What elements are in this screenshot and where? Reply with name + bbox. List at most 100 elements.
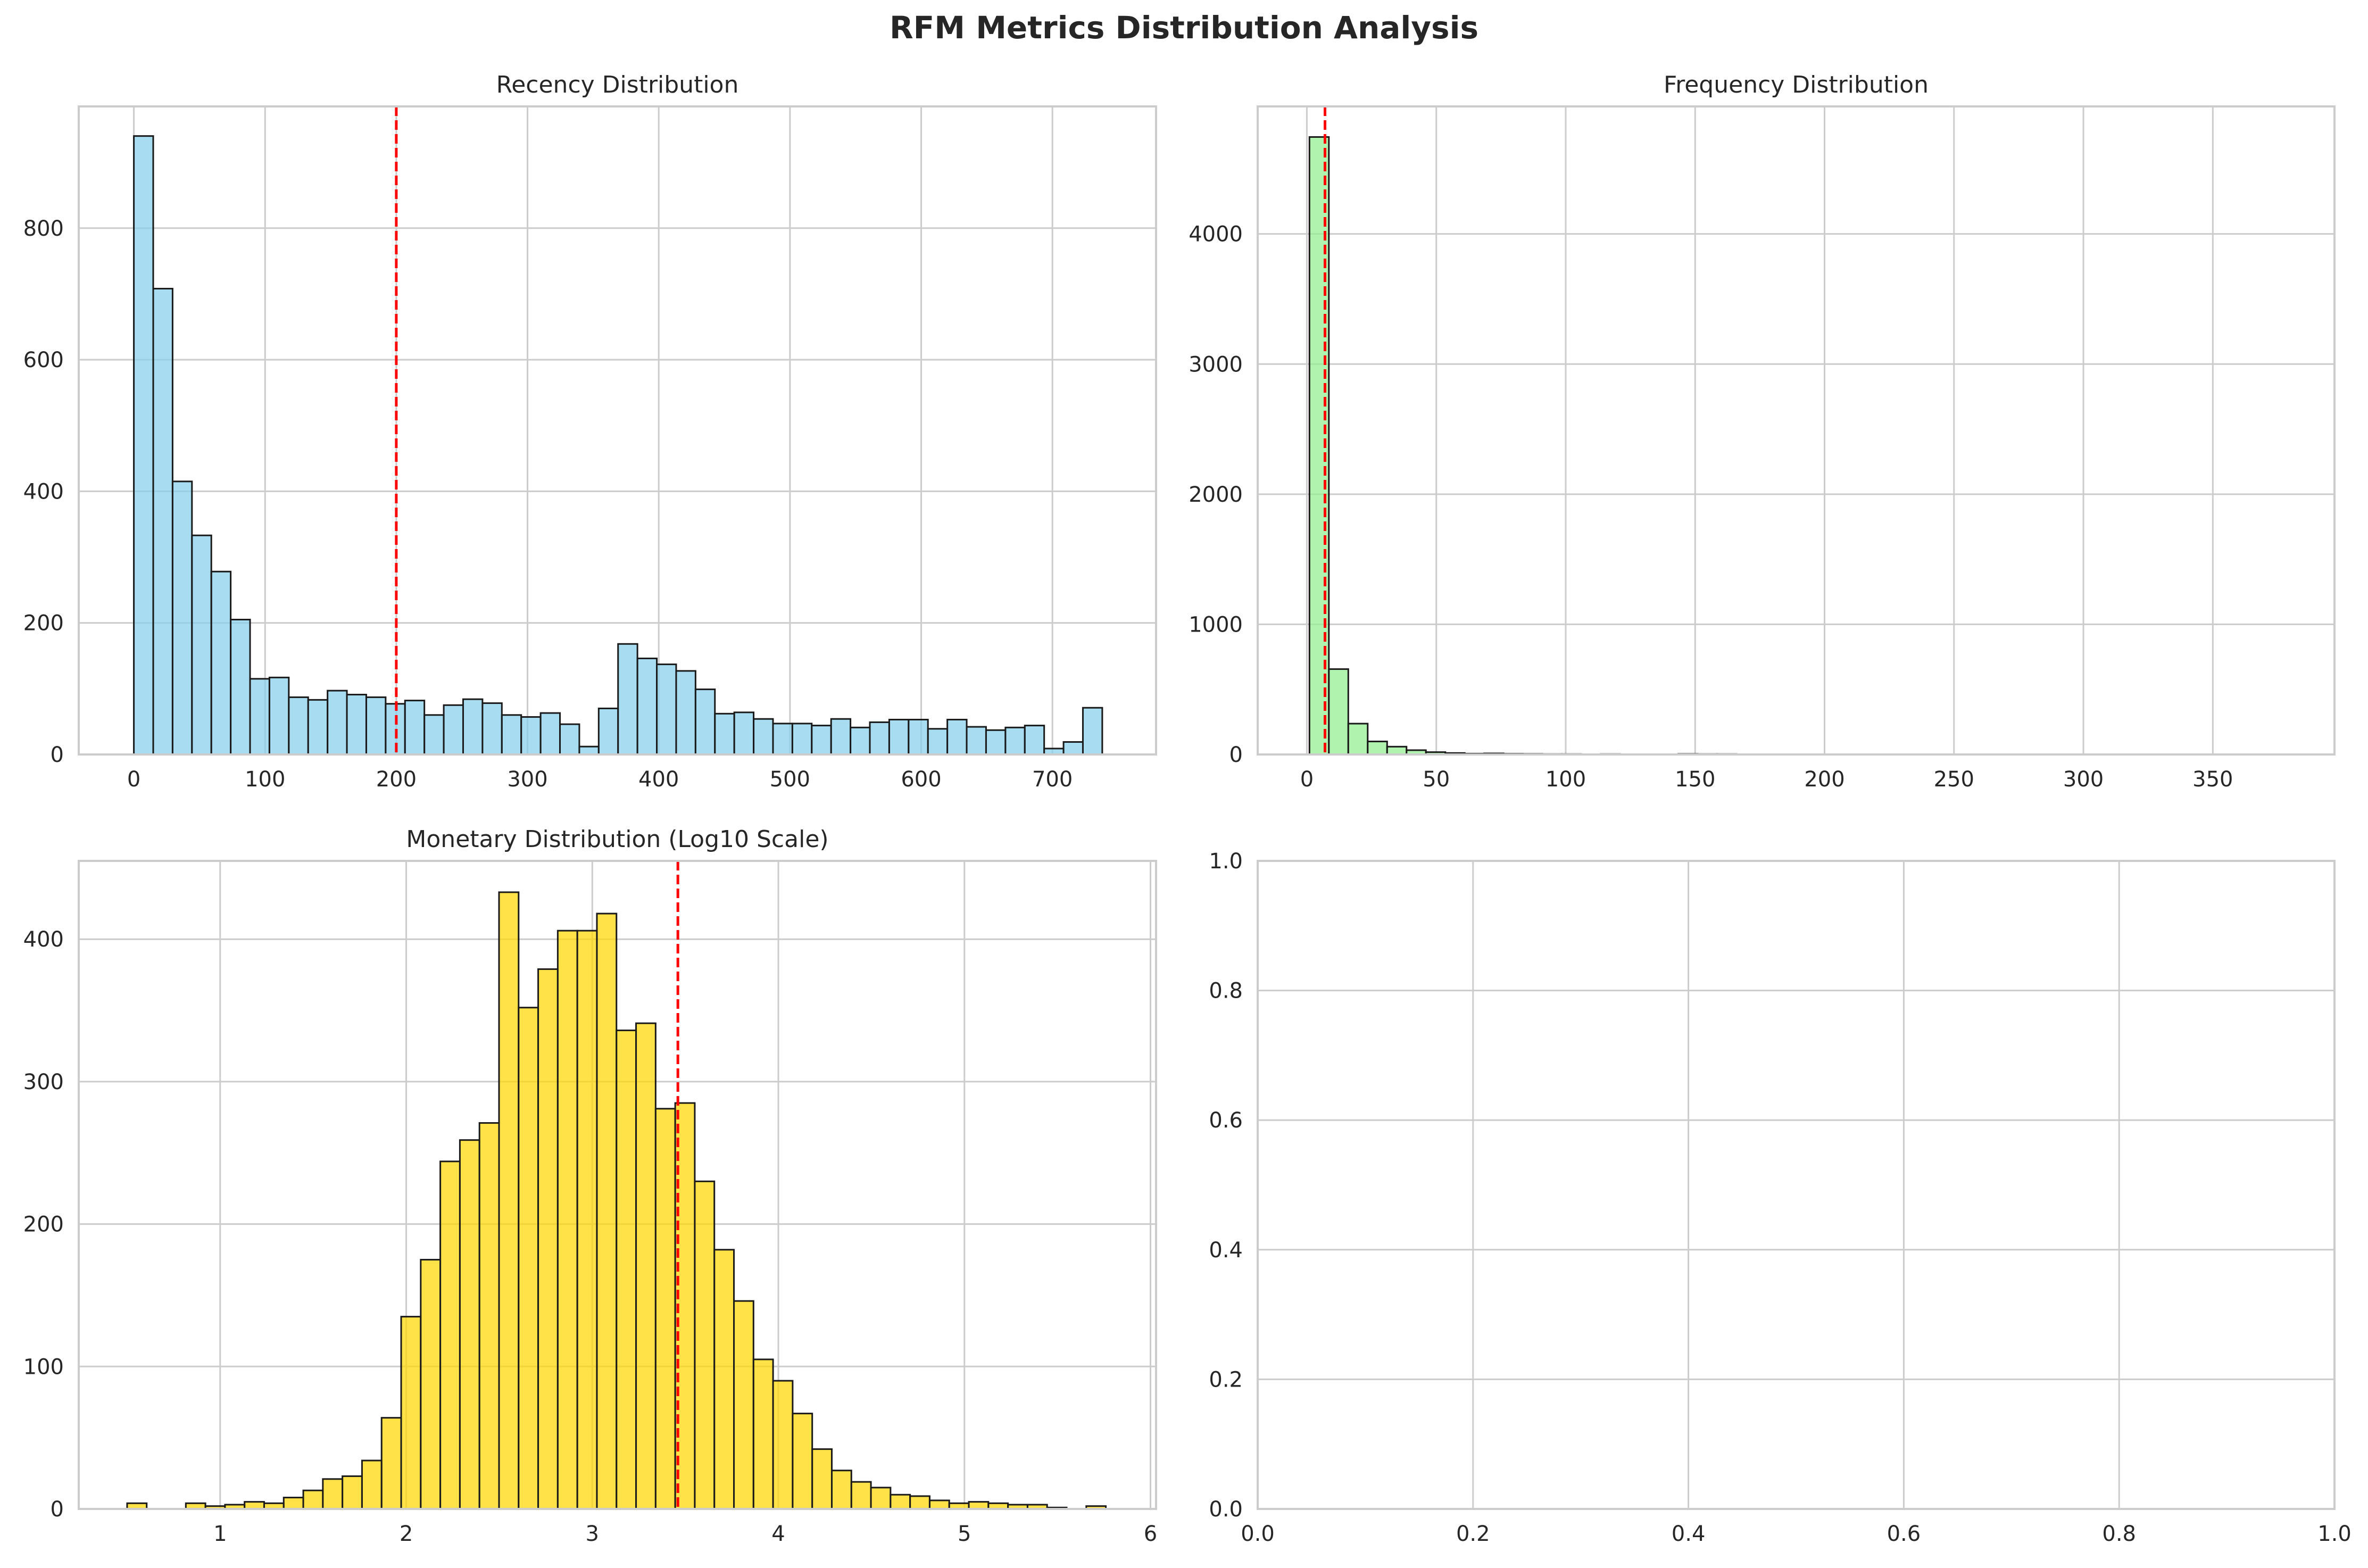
histogram-bar xyxy=(752,1358,774,1510)
x-tick-label: 3 xyxy=(586,1522,599,1546)
histogram-bar xyxy=(539,712,561,756)
y-tick-label: 0.6 xyxy=(1209,1108,1243,1133)
x-tick-label: 0.2 xyxy=(1456,1522,1490,1546)
histogram-bar xyxy=(675,670,696,756)
x-tick-label: 0 xyxy=(127,767,140,792)
histogram-bar xyxy=(946,718,968,756)
histogram-bar xyxy=(635,1022,657,1510)
histogram-bar xyxy=(792,1413,813,1510)
histogram-bar xyxy=(307,699,329,756)
x-tick-label: 350 xyxy=(2192,767,2233,792)
y-tick-label: 800 xyxy=(23,217,64,241)
histogram-bar xyxy=(210,570,232,756)
x-tick-label: 100 xyxy=(245,767,285,792)
histogram-bar xyxy=(404,700,426,756)
histogram-bar xyxy=(656,663,677,756)
histogram-bar xyxy=(498,891,520,1510)
histogram-bar xyxy=(927,728,949,756)
histogram-bar xyxy=(597,707,619,756)
histogram-bar xyxy=(1082,707,1103,756)
x-tick-label: 6 xyxy=(1144,1522,1157,1546)
histogram-bar xyxy=(1347,723,1369,756)
x-tick-label: 250 xyxy=(1934,767,1974,792)
histogram-bar xyxy=(636,657,658,756)
histogram-bar xyxy=(850,726,871,756)
x-tick-label: 700 xyxy=(1032,767,1073,792)
histogram-bar xyxy=(890,1494,911,1510)
plot-frame xyxy=(1257,105,2336,756)
chart-panel-1: 0 100 200 300 400 500 600 700 0 200 400 600 800 Recen… xyxy=(23,71,1157,792)
x-tick-label: 300 xyxy=(507,767,547,792)
histogram-bar xyxy=(694,1180,716,1510)
y-tick-label: 4000 xyxy=(1189,222,1243,247)
histogram-bar xyxy=(733,1300,754,1510)
x-tick-label: 0.0 xyxy=(1241,1522,1275,1546)
histogram-bar xyxy=(909,1495,930,1510)
histogram-bar xyxy=(518,1007,539,1510)
histogram-bar xyxy=(459,1139,480,1510)
histogram-bar xyxy=(617,643,638,756)
y-tick-label: 0 xyxy=(51,1497,64,1522)
histogram-bar xyxy=(268,676,290,756)
histogram-bar xyxy=(772,723,793,756)
x-tick-label: 300 xyxy=(2063,767,2104,792)
y-tick-label: 0.2 xyxy=(1209,1367,1243,1392)
histogram-bar xyxy=(811,1448,833,1510)
y-tick-label: 1.0 xyxy=(1209,849,1243,874)
y-tick-label: 1000 xyxy=(1189,612,1243,637)
histogram-bar xyxy=(714,712,735,756)
histogram-bar xyxy=(888,718,910,756)
histogram-bar xyxy=(302,1489,324,1510)
x-tick-label: 1.0 xyxy=(2317,1522,2352,1546)
histogram-bar xyxy=(244,1501,265,1510)
plot-frame xyxy=(1257,860,2336,1510)
x-tick-label: 200 xyxy=(1804,767,1844,792)
y-tick-label: 0.0 xyxy=(1209,1497,1243,1522)
histogram-bar xyxy=(520,716,542,756)
histogram-bar xyxy=(230,619,251,756)
chart-panel-3: 1 2 3 4 5 6 0 100 200 300 400 Monetary Distribution… xyxy=(23,826,1158,1546)
histogram-bar xyxy=(576,930,598,1510)
x-tick-label: 150 xyxy=(1675,767,1715,792)
chart-title: Recency Distribution xyxy=(496,71,739,98)
histogram-bar xyxy=(753,718,774,756)
y-tick-label: 100 xyxy=(23,1355,64,1379)
y-tick-label: 400 xyxy=(23,927,64,952)
x-tick-label: 2 xyxy=(400,1522,413,1546)
plot-area xyxy=(1258,106,2334,754)
histogram-bar xyxy=(966,726,987,756)
histogram-bar xyxy=(191,534,212,756)
x-tick-label: 1 xyxy=(213,1522,227,1546)
histogram-bar xyxy=(733,711,755,756)
chart-title: Frequency Distribution xyxy=(1664,71,1929,98)
y-tick-label: 400 xyxy=(23,479,64,504)
histogram-bar xyxy=(578,745,600,756)
histogram-bar xyxy=(478,1122,500,1510)
histogram-bar xyxy=(327,690,348,756)
histogram-bar xyxy=(654,1108,676,1510)
histogram-bar xyxy=(249,678,270,756)
y-tick-label: 3000 xyxy=(1189,352,1243,377)
histogram-bar xyxy=(694,688,716,756)
x-tick-label: 0 xyxy=(1300,767,1314,792)
histogram-bar xyxy=(322,1478,344,1510)
histogram-bar xyxy=(870,1487,892,1510)
x-tick-label: 600 xyxy=(901,767,941,792)
histogram-bar xyxy=(361,1459,383,1510)
histogram-bar xyxy=(559,723,580,756)
histogram-bar xyxy=(342,1475,363,1510)
x-tick-label: 5 xyxy=(958,1522,971,1546)
histogram-bar xyxy=(1062,741,1084,756)
histogram-bar xyxy=(1024,725,1045,756)
histogram-bar xyxy=(420,1259,442,1510)
histogram-bar xyxy=(481,702,503,756)
x-tick-label: 0.4 xyxy=(1672,1522,1706,1546)
histogram-bar xyxy=(830,718,852,756)
histogram-bar xyxy=(423,714,445,756)
histogram-bar xyxy=(152,288,173,756)
histogram-bar xyxy=(713,1249,735,1510)
y-tick-label: 200 xyxy=(23,1213,64,1237)
histogram-bar xyxy=(850,1481,872,1510)
x-tick-label: 0.8 xyxy=(2102,1522,2136,1546)
